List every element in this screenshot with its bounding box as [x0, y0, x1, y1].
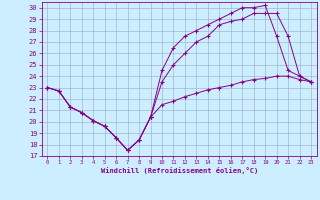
X-axis label: Windchill (Refroidissement éolien,°C): Windchill (Refroidissement éolien,°C) — [100, 167, 258, 174]
